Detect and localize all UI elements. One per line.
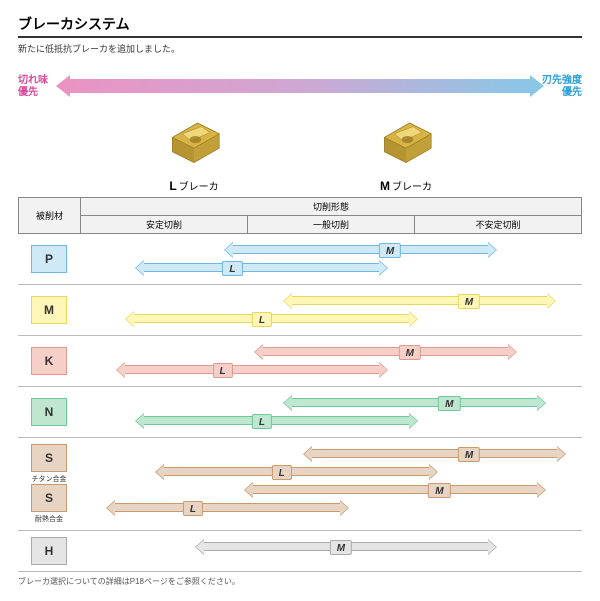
footnote: ブレーカ選択についての詳細はP18ページをご参照ください。 [18,576,582,587]
bar-M: M [84,395,578,411]
chart-row-M: MML [18,285,582,336]
spectrum-bar [70,79,530,93]
material-cell: N [18,387,80,437]
bar-L: L [84,500,578,516]
bar-badge-L: L [183,501,203,516]
insert-L: Lブレーカ [158,111,230,193]
material-box-S: S [31,444,67,472]
chart-header: 被削材 切削形態 安定切削一般切削不安定切削 [18,197,582,234]
material-sub: チタン合金 [32,474,67,484]
bar-M: M [84,293,578,309]
bar-M: M [84,539,578,555]
bar-badge-M: M [458,294,480,309]
insert-caption: Mブレーカ [370,178,442,193]
insert-icon [370,111,442,171]
inserts-row: Lブレーカ Mブレーカ [18,111,582,193]
bar-L: L [84,311,578,327]
insert-icon [158,111,230,171]
material-cell: P [18,234,80,284]
page-subtitle: 新たに低抵抗ブレーカを追加しました。 [18,42,582,55]
header-cond-group: 切削形態 [81,198,582,216]
bar-badge-M: M [399,345,421,360]
insert-caption: Lブレーカ [158,178,230,193]
page-title: ブレーカシステム [18,14,582,38]
bar-M: M [84,344,578,360]
bars-cell: M [80,531,582,571]
bar-L: L [84,260,578,276]
chart-row-S: Sチタン合金S耐熱合金MLML [18,438,582,531]
header-material: 被削材 [19,198,81,234]
bar-badge-M: M [458,447,480,462]
insert-M: Mブレーカ [370,111,442,193]
bars-cell: ML [80,285,582,335]
bar-badge-M: M [379,243,401,258]
bar-badge-L: L [252,312,272,327]
priority-spectrum: 切れ味優先 刃先強度優先 [18,71,582,105]
material-box-S: S [31,484,67,512]
chart-row-K: KML [18,336,582,387]
bar-M: M [84,482,578,498]
bars-cell: ML [80,336,582,386]
bar-M: M [84,446,578,462]
material-sub: 耐熱合金 [35,514,63,524]
chart-row-P: PML [18,234,582,285]
material-cell: H [18,531,80,571]
material-box-N: N [31,398,67,426]
bar-M: M [84,242,578,258]
material-box-H: H [31,537,67,565]
bar-L: L [84,464,578,480]
bars-cell: M L M L [80,438,582,530]
chart-row-N: NML [18,387,582,438]
bar-badge-L: L [272,465,292,480]
bar-badge-M: M [330,540,352,555]
header-cond-0: 安定切削 [81,216,248,234]
material-box-P: P [31,245,67,273]
bars-cell: ML [80,234,582,284]
chart-body: PMLMMLKMLNMLSチタン合金S耐熱合金MLMLHM [18,234,582,572]
material-cell: Sチタン合金S耐熱合金 [18,438,80,530]
bar-badge-L: L [252,414,272,429]
page: ブレーカシステム 新たに低抵抗ブレーカを追加しました。 切れ味優先 刃先強度優先… [0,0,600,601]
bar-badge-M: M [428,483,450,498]
bar-badge-M: M [438,396,460,411]
bar-badge-L: L [222,261,242,276]
material-cell: M [18,285,80,335]
material-cell: K [18,336,80,386]
bar-L: L [84,413,578,429]
spectrum-right-label: 刃先強度優先 [542,75,582,99]
chart-row-H: HM [18,531,582,572]
material-box-M: M [31,296,67,324]
bars-cell: ML [80,387,582,437]
spectrum-left-label: 切れ味優先 [18,75,48,99]
header-cond-2: 不安定切削 [415,216,582,234]
bar-badge-L: L [212,363,232,378]
header-cond-1: 一般切削 [248,216,415,234]
material-box-K: K [31,347,67,375]
bar-L: L [84,362,578,378]
